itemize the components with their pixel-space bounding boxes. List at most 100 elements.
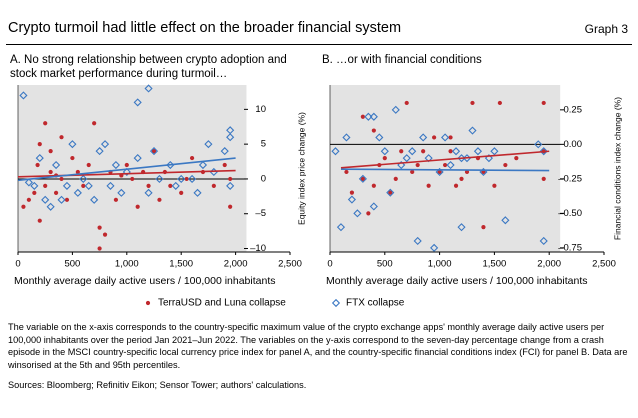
- dot-point: [179, 190, 184, 195]
- x-axis-label: Monthly average daily active users / 100…: [14, 275, 276, 287]
- diamond-point: [106, 181, 115, 190]
- diamond-point: [171, 181, 180, 190]
- dot-point: [59, 176, 64, 182]
- dot-point: [189, 155, 195, 161]
- y-tick-label: 10: [255, 104, 266, 115]
- x-tick-label: 500: [377, 259, 393, 270]
- dot-point: [102, 232, 108, 237]
- diamond-point: [364, 112, 373, 121]
- y-tick-label: –5: [255, 208, 266, 219]
- y-tick-label: 0.25: [564, 104, 583, 115]
- diamond-point: [100, 140, 110, 149]
- diamond-point: [30, 181, 39, 190]
- dot-point: [344, 169, 349, 175]
- diamond-point: [402, 154, 411, 163]
- dot-point: [492, 183, 497, 188]
- y-tick-label: –0.50: [558, 208, 582, 219]
- dot-point: [86, 162, 91, 168]
- diamond-point: [331, 298, 341, 308]
- diamond-point: [468, 126, 477, 135]
- dot-point: [382, 156, 387, 161]
- diamond-point: [353, 209, 362, 218]
- diamond-point: [419, 133, 428, 142]
- dot-point: [70, 155, 75, 161]
- diamond-point: [68, 140, 77, 149]
- diamond-point: [347, 195, 356, 204]
- dot-point: [442, 162, 448, 168]
- dot-point: [32, 190, 37, 195]
- dot-point: [59, 135, 64, 140]
- x-tick-label: 2,500: [278, 259, 302, 270]
- dot-point: [459, 176, 464, 181]
- dot-point: [130, 176, 135, 182]
- diamond-point: [539, 236, 548, 246]
- diamond-point: [133, 98, 142, 107]
- diamond-point: [484, 154, 493, 163]
- panel-title: A. No strong relationship between crypto…: [10, 54, 287, 80]
- diamond-point: [342, 133, 351, 142]
- diamond-point: [144, 84, 153, 93]
- diamond-point: [441, 133, 450, 142]
- diamond-point: [457, 223, 466, 232]
- diamond-point: [331, 147, 340, 156]
- x-tick-label: 2,500: [592, 259, 616, 270]
- dot-point: [113, 197, 119, 202]
- diamond-point: [226, 181, 235, 190]
- diamond-point: [144, 188, 153, 197]
- trend-line: [17, 157, 236, 182]
- trend-line: [340, 150, 550, 169]
- dot-point: [432, 135, 437, 140]
- dot-point: [124, 162, 129, 168]
- dot-point: [92, 121, 97, 126]
- y-tick-label: 5: [261, 139, 266, 150]
- diamond-point: [220, 147, 229, 156]
- dot-point: [37, 218, 42, 223]
- dot-point: [360, 176, 365, 181]
- diamond-point: [369, 202, 378, 211]
- x-tick-label: 1,500: [483, 259, 507, 270]
- dot-point: [168, 183, 173, 188]
- legend-label: TerraUSD and Luna collapse: [158, 298, 286, 309]
- dot-point: [541, 100, 546, 106]
- graph-label: Graph 3: [584, 22, 628, 36]
- diamond-point: [408, 147, 417, 156]
- dot-point: [388, 190, 393, 195]
- dot-point: [426, 183, 431, 188]
- diamond-point: [457, 154, 466, 163]
- dot-point: [503, 162, 508, 168]
- diamond-point: [46, 202, 55, 211]
- y-tick-label: 0: [261, 173, 266, 184]
- dot-point: [421, 149, 426, 154]
- dot-point: [464, 169, 470, 175]
- y-axis-label: Financial conditions index change (%): [612, 97, 622, 240]
- dot-point: [393, 176, 398, 181]
- y-tick-label: –0.75: [558, 242, 582, 253]
- diamond-point: [177, 174, 186, 184]
- diamond-point: [369, 112, 378, 121]
- dot-point: [48, 149, 53, 154]
- sources: Sources: Bloomberg; Refinitiv Eikon; Sen…: [8, 380, 307, 390]
- title: Crypto turmoil had little effect on the …: [8, 20, 402, 36]
- dot-point: [366, 211, 371, 216]
- diamond-point: [204, 140, 213, 149]
- plot-background: [330, 85, 561, 252]
- dot-point: [184, 176, 189, 182]
- x-tick-label: 1,000: [428, 259, 452, 270]
- y-axis-label: Equity index price change (%): [296, 112, 306, 225]
- diamond-point: [149, 147, 159, 156]
- diamond-point: [111, 160, 120, 170]
- dot-point: [64, 197, 70, 202]
- dot-point: [437, 169, 442, 175]
- x-tick-label: 0: [15, 259, 20, 270]
- dot-point: [222, 162, 227, 168]
- dot-point: [21, 204, 26, 209]
- legend-label: FTX collapse: [346, 298, 405, 309]
- dot-point: [448, 135, 453, 140]
- diamond-point: [226, 126, 235, 135]
- x-tick-label: 0: [327, 259, 332, 270]
- trend-line: [340, 168, 550, 172]
- x-tick-label: 500: [64, 259, 80, 270]
- x-tick-label: 1,500: [169, 259, 193, 270]
- diamond-point: [52, 160, 61, 170]
